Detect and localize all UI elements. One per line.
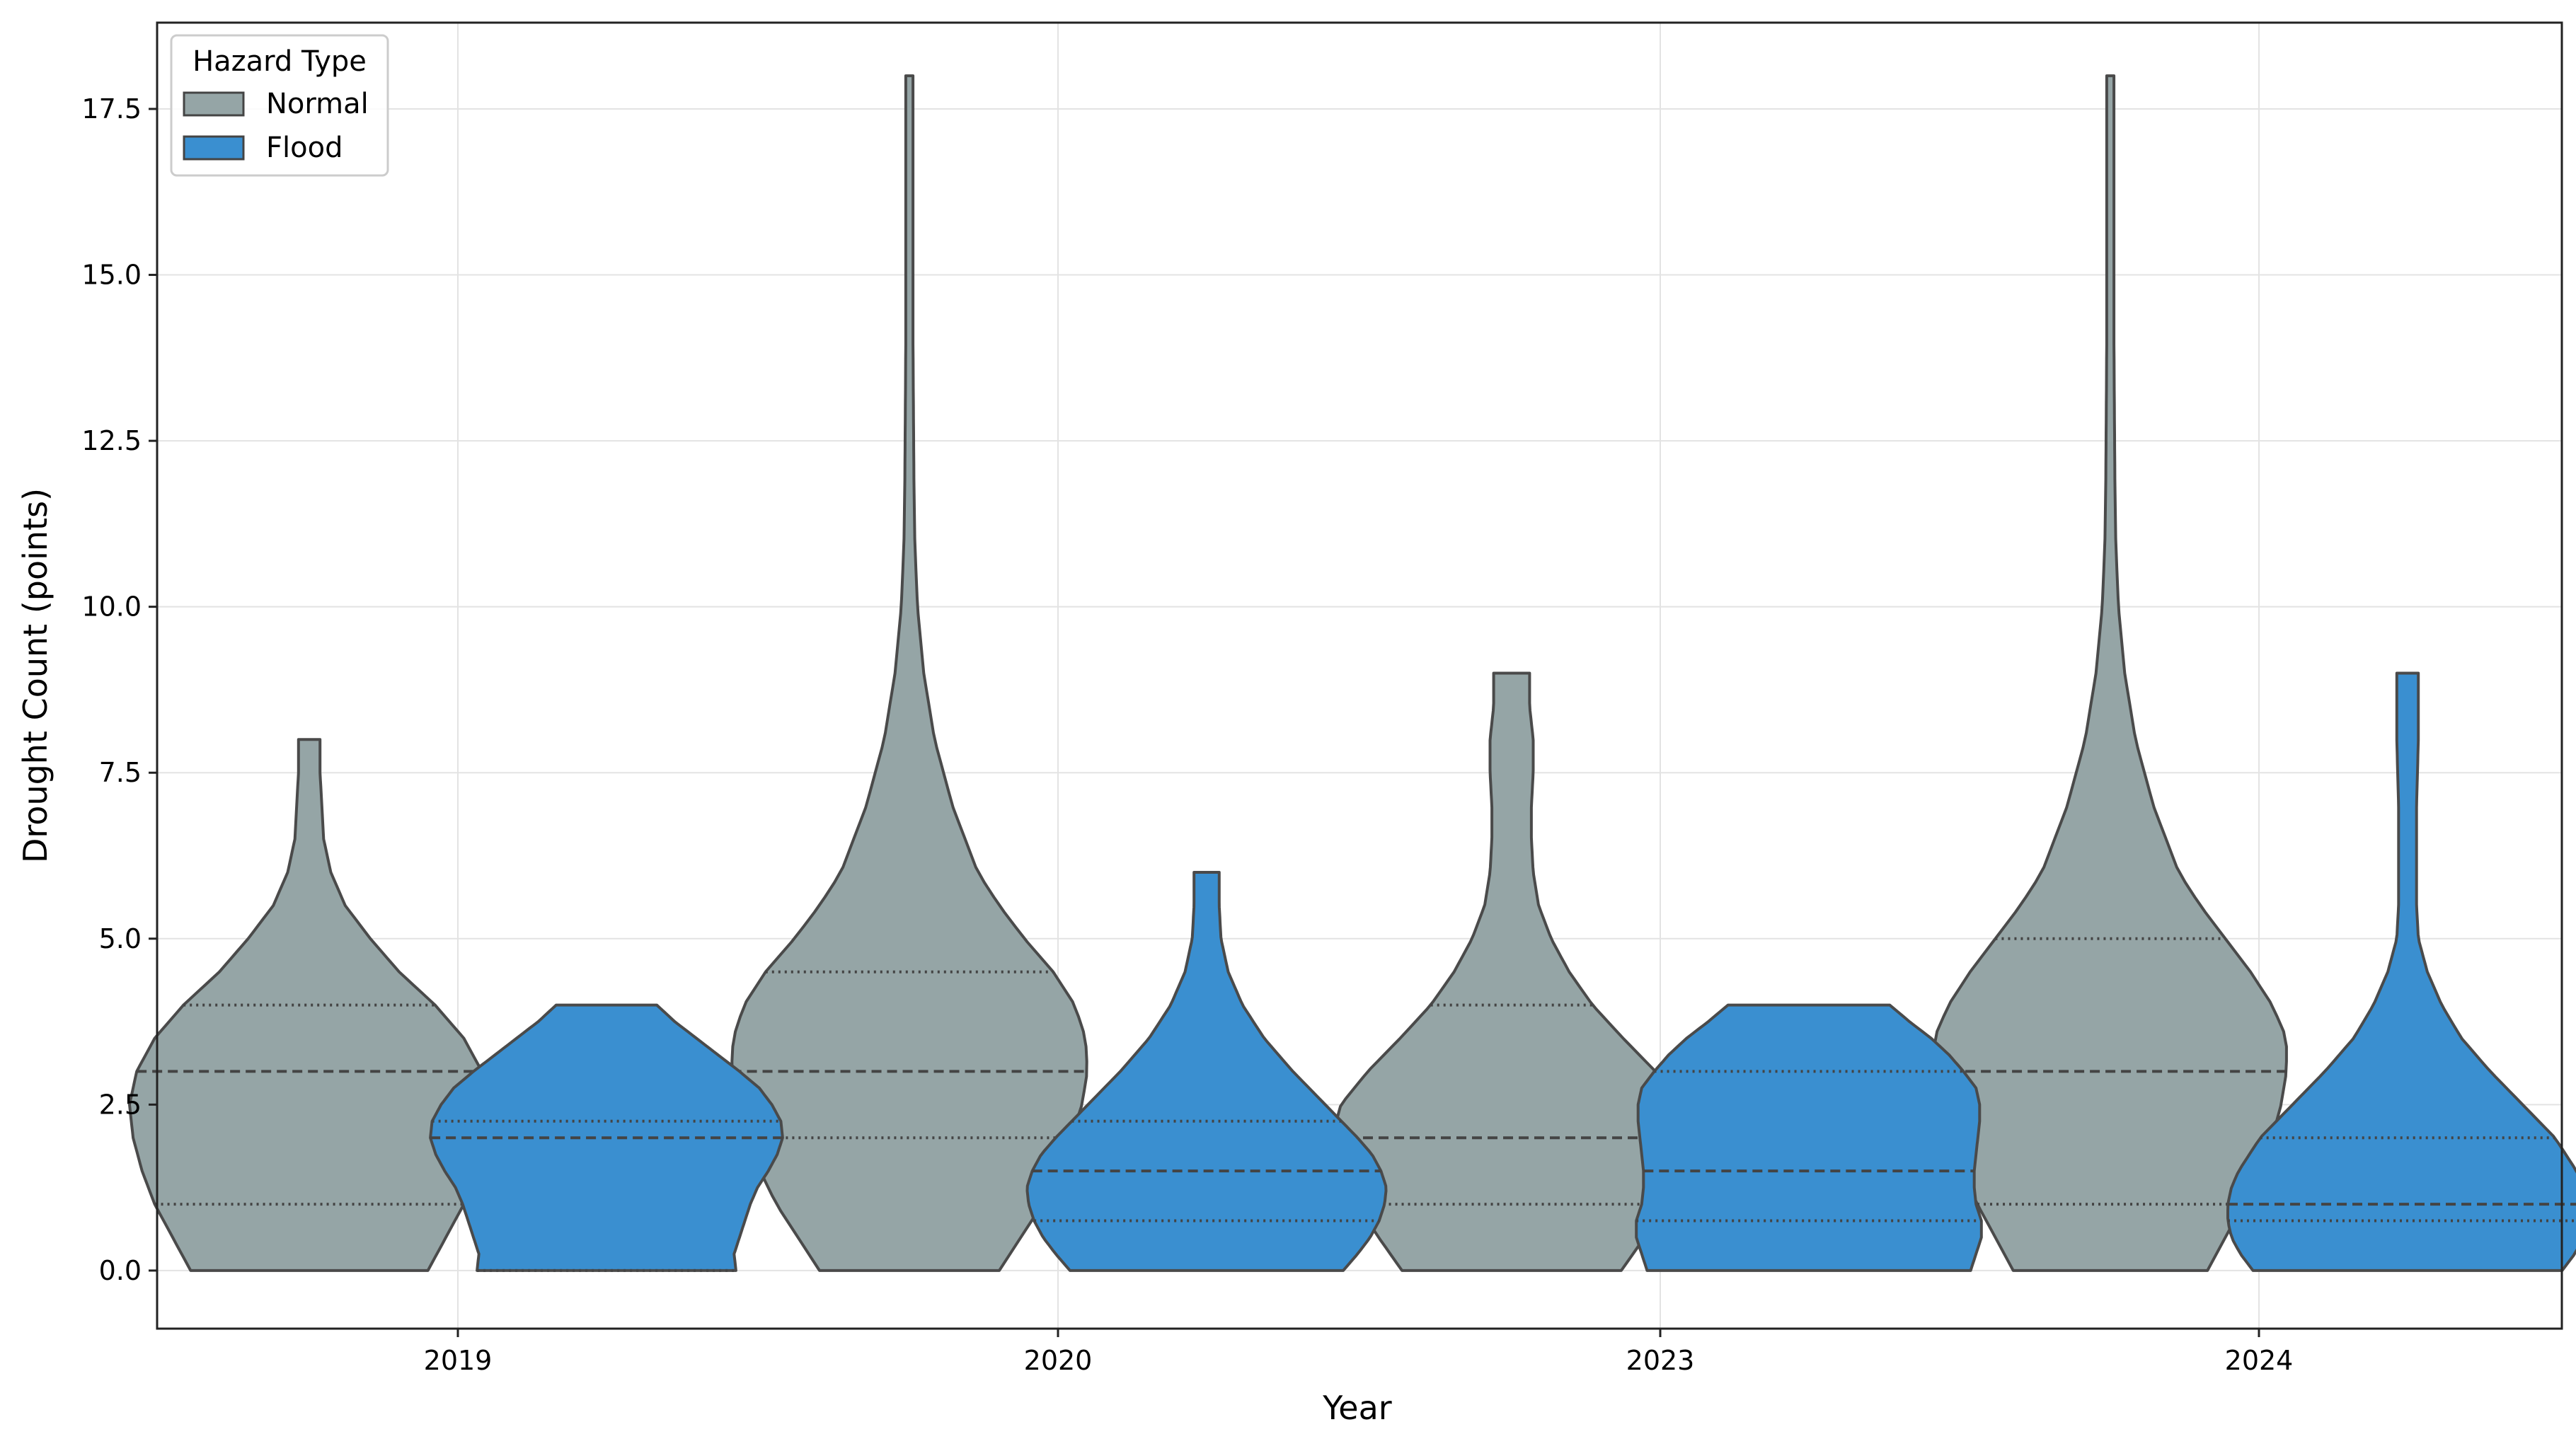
plot-frame [156,21,2563,1330]
y-tick-label: 15.0 [81,260,142,291]
violin-flood-2023 [1635,1003,1983,1272]
violin-body [730,74,1088,1272]
legend: Hazard Type Normal Flood [170,34,389,177]
legend-swatch-flood [183,135,245,161]
violin-normal-2024 [1933,74,2288,1272]
legend-label-flood: Flood [266,132,343,164]
violin-body [1330,671,1693,1272]
x-tick-label: 2024 [2225,1345,2294,1376]
legend-label-normal: Normal [266,88,369,120]
violin-layer [128,74,2576,1272]
legend-title: Hazard Type [192,45,367,78]
violin-normal-2020 [730,74,1088,1272]
x-tick-label: 2023 [1626,1345,1695,1376]
violin-flood-2024 [2226,671,2576,1272]
y-tick-label: 0.0 [99,1255,142,1286]
violin-body [1933,74,2288,1272]
violin-body [2226,671,2576,1272]
y-tick-label: 10.0 [81,591,142,623]
violin-normal-2019 [128,738,490,1272]
violin-flood-2020 [1025,871,1388,1272]
violin-body [1635,1003,1983,1272]
legend-swatch-normal [183,91,245,117]
y-tick-label: 2.5 [99,1089,142,1120]
x-tick-label: 2020 [1024,1345,1093,1376]
y-tick-label: 12.5 [81,425,142,456]
y-tick-label: 7.5 [99,757,142,788]
x-tick-label: 2019 [424,1345,493,1376]
x-axis-title: Year [1322,1389,1391,1427]
y-tick-label: 5.0 [99,923,142,954]
violin-normal-2023 [1330,671,1693,1272]
y-axis-title: Drought Count (points) [16,488,54,863]
y-tick-label: 17.5 [81,93,142,125]
tick-layer: 0.0 2.5 5.0 7.5 10.0 12.5 15.0 17.5 2019 2020 2023… [81,93,2293,1376]
violin-flood-2019 [429,1003,784,1272]
